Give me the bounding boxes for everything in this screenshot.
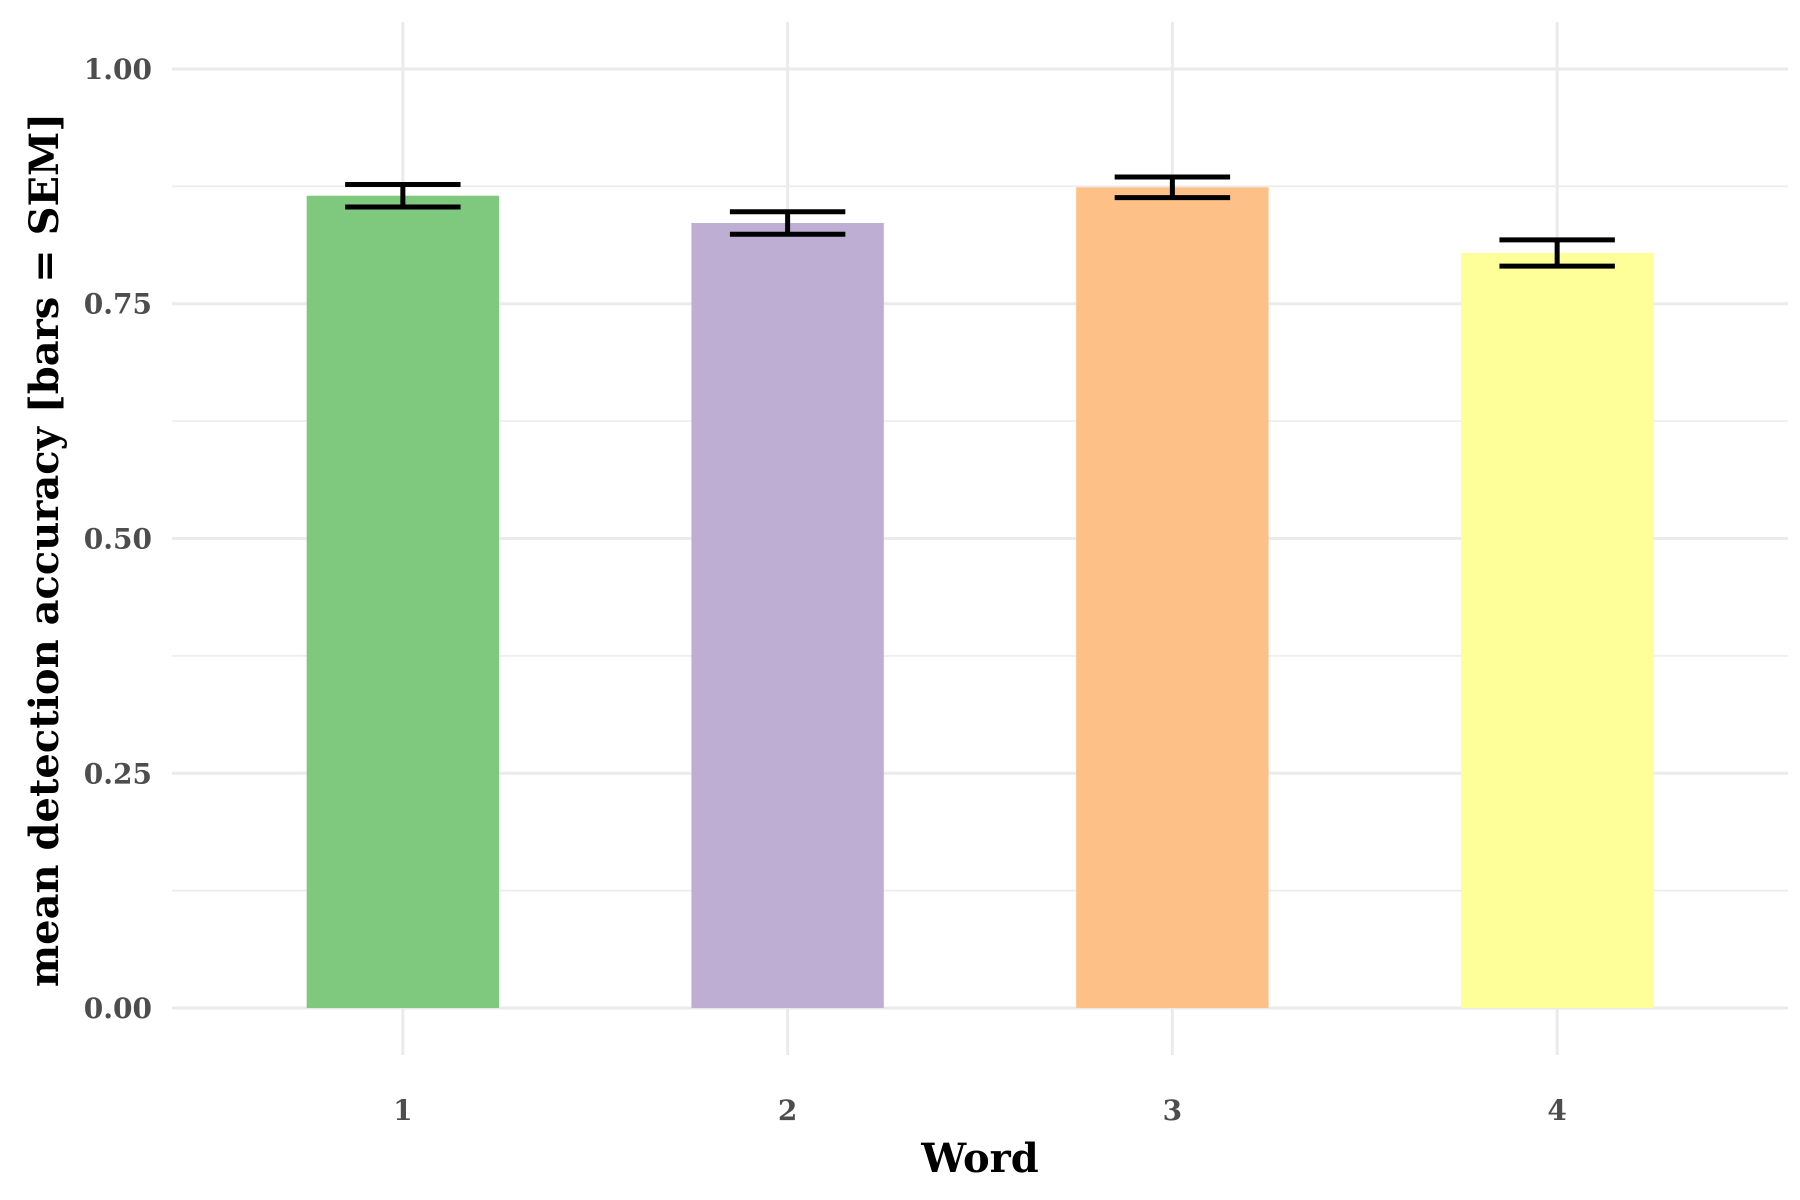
tick-labels: 0.00 0.25 0.50 0.75 1.00 1 2 3 4 bbox=[84, 53, 1567, 1127]
y-tick-label: 0.75 bbox=[84, 288, 152, 321]
error-bar-2 bbox=[729, 209, 846, 237]
bar-1 bbox=[306, 195, 500, 1009]
error-bar-3 bbox=[1114, 174, 1231, 201]
y-tick-label: 1.00 bbox=[84, 53, 152, 86]
x-axis-title: Word bbox=[920, 1135, 1038, 1182]
x-tick-label: 4 bbox=[1547, 1094, 1566, 1127]
bar-3 bbox=[1076, 187, 1269, 1009]
y-tick-label: 0.50 bbox=[84, 523, 152, 556]
y-tick-label: 0.00 bbox=[84, 992, 152, 1025]
bar-4 bbox=[1460, 253, 1654, 1009]
y-axis-title: mean detection accuracy [bars = SEM] bbox=[21, 113, 68, 987]
error-bar-4 bbox=[1499, 237, 1615, 269]
x-tick-label: 1 bbox=[393, 1094, 412, 1127]
bars bbox=[306, 187, 1654, 1009]
error-bars bbox=[345, 174, 1615, 269]
x-tick-label: 3 bbox=[1163, 1094, 1182, 1127]
error-bar-1 bbox=[345, 181, 461, 210]
x-tick-label: 2 bbox=[778, 1094, 797, 1127]
bar-2 bbox=[691, 222, 884, 1009]
y-tick-label: 0.25 bbox=[84, 757, 152, 790]
